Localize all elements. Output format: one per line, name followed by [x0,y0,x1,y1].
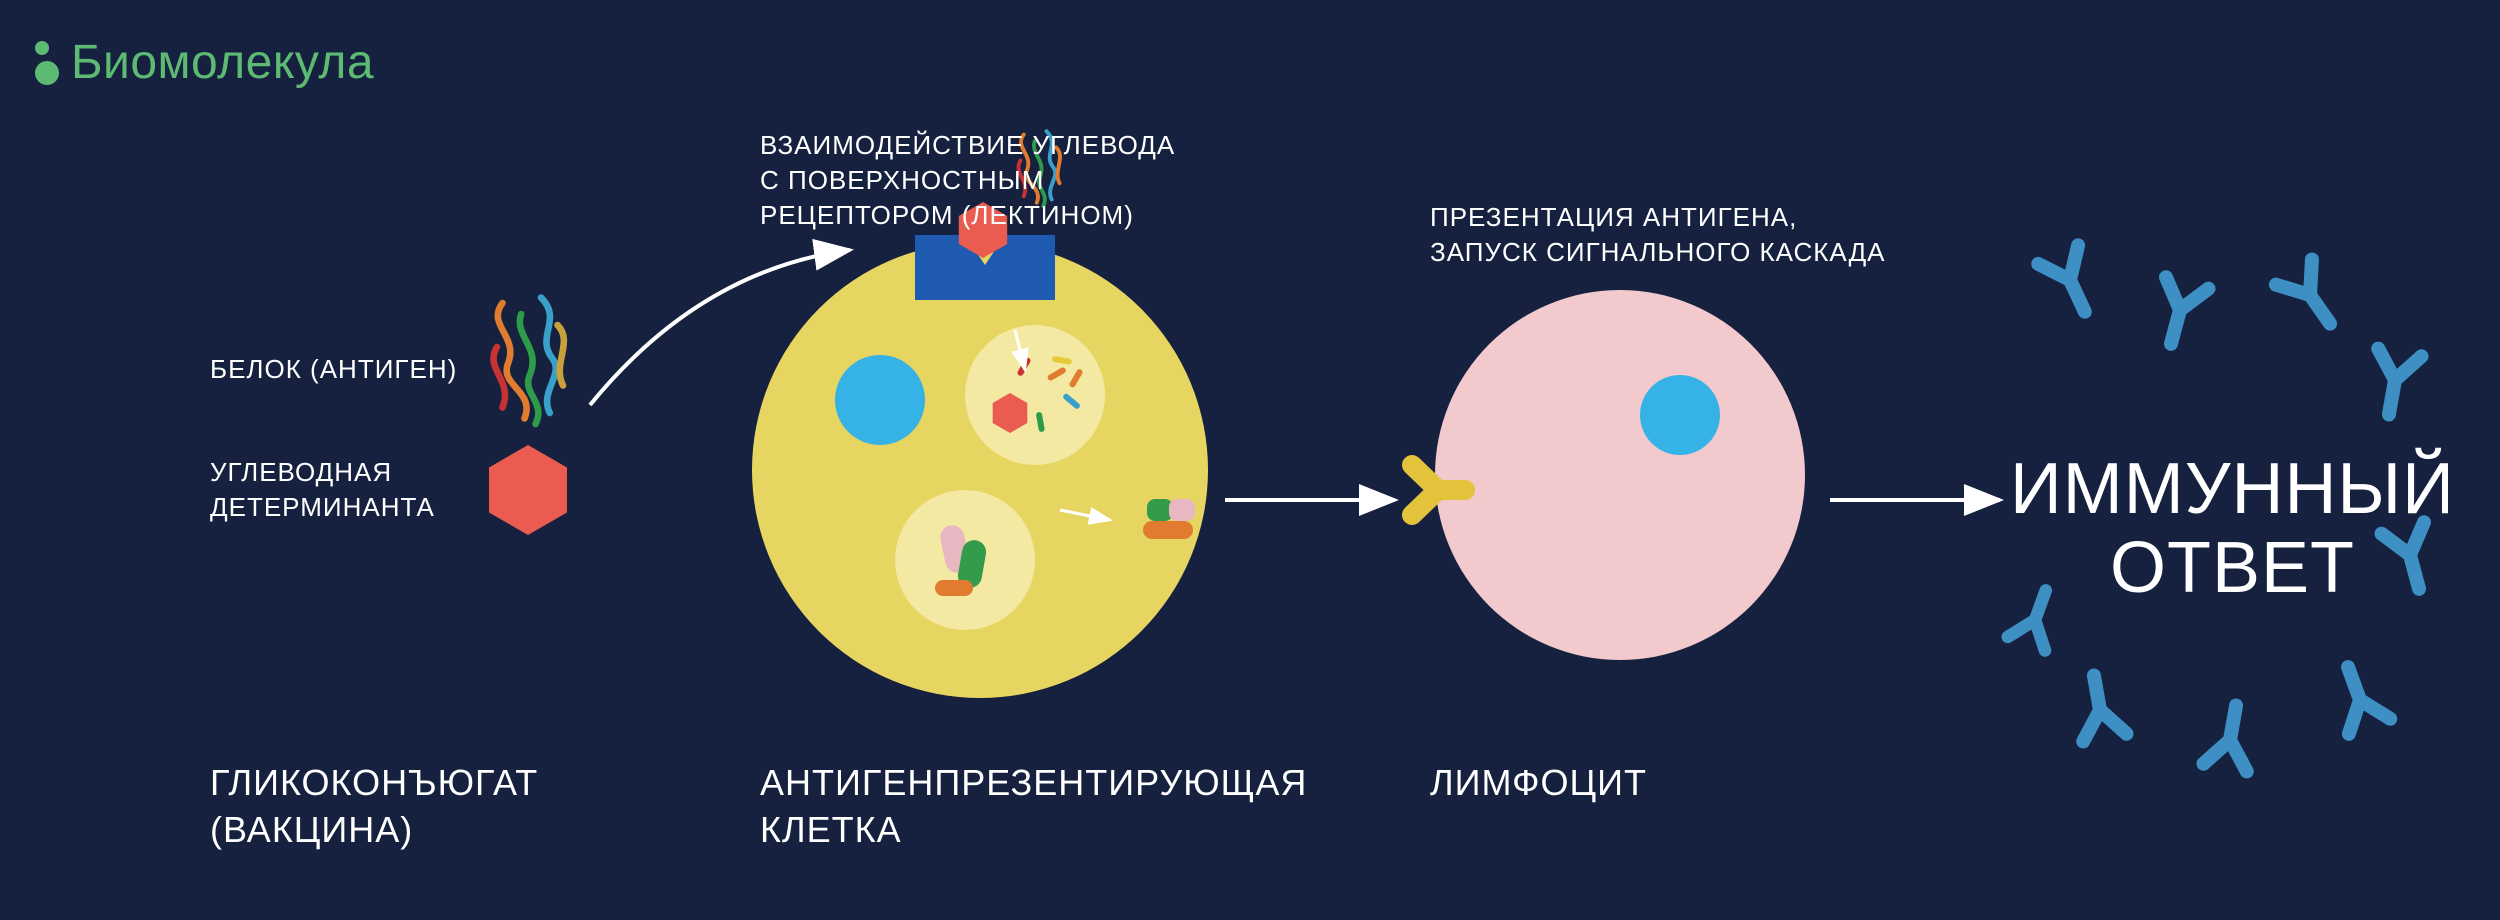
interaction-label: ВЗАИМОДЕЙСТВИЕ УГЛЕВОДА С ПОВЕРХНОСТНЫМ … [760,128,1175,233]
presentation-label: ПРЕЗЕНТАЦИЯ АНТИГЕНА, ЗАПУСК СИГНАЛЬНОГО… [1430,200,1886,270]
glycoconjugate-icon [489,298,567,536]
protein-label: БЕЛОК (АНТИГЕН) [210,352,457,387]
apc-title: АНТИГЕНПРЕЗЕНТИРУЮЩАЯ КЛЕТКА [760,760,1307,854]
lymphocyte-cell-icon [1412,290,1805,660]
lymphocyte-title: ЛИМФОЦИТ [1430,760,1647,807]
glycoconjugate-title: ГЛИКОКОНЪЮГАТ (ВАКЦИНА) [210,760,538,854]
immune-response-title: ИММУННЫЙ ОТВЕТ [2010,450,2455,608]
carbohydrate-label: УГЛЕВОДНАЯ ДЕТЕРМИНАНТА [210,455,435,525]
